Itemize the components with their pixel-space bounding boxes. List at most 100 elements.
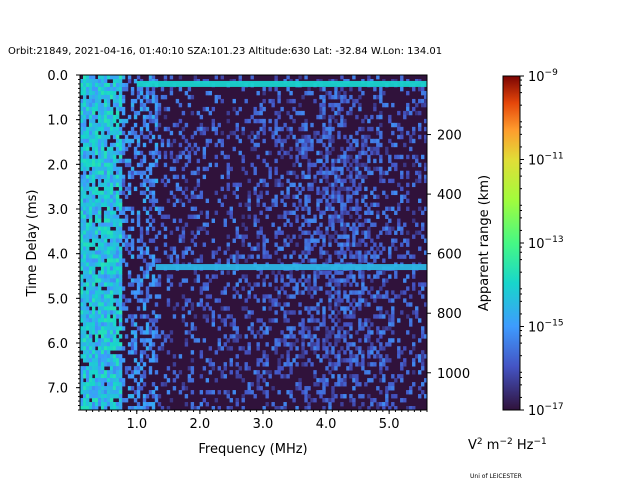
heatmap-cell [259, 210, 263, 215]
heatmap-cell [157, 110, 162, 116]
heatmap-cell [91, 126, 96, 132]
heatmap-cell [100, 202, 105, 208]
heatmap-cell [328, 334, 332, 339]
heatmap-cell [163, 338, 168, 343]
heatmap-cell [193, 314, 198, 319]
heatmap-cell [385, 290, 389, 295]
heatmap-cell [289, 294, 293, 299]
heatmap-cell [85, 234, 90, 239]
heatmap-cell [109, 106, 114, 112]
heatmap-cell [97, 342, 102, 347]
heatmap-cell [118, 278, 123, 283]
heatmap-cell [256, 374, 260, 379]
heatmap-cell [112, 98, 117, 104]
heatmap-cell [325, 170, 329, 176]
heatmap-cell [307, 290, 311, 295]
heatmap-cell [91, 326, 96, 331]
heatmap-cell [127, 250, 132, 255]
heatmap-cell [217, 94, 221, 100]
heatmap-cell [418, 354, 422, 359]
heatmap-cell [88, 158, 93, 164]
heatmap-cell [355, 98, 359, 104]
heatmap-cell [376, 234, 380, 239]
heatmap-cell [283, 282, 287, 287]
heatmap-cell [259, 110, 263, 116]
heatmap-cell [127, 314, 132, 319]
heatmap-cell [322, 238, 326, 243]
y-tick-label: 1.0 [47, 114, 68, 129]
heatmap-cell [103, 238, 108, 243]
heatmap-cell [82, 142, 87, 148]
heatmap-cell [343, 322, 347, 327]
heatmap-cell [148, 366, 153, 371]
heatmap-cell [328, 138, 332, 144]
heatmap-cell [313, 370, 317, 375]
heatmap-cell [103, 278, 108, 283]
heatmap-cell [196, 146, 201, 152]
heatmap-cell [97, 82, 102, 88]
heatmap-cell [316, 226, 320, 231]
heatmap-cell [343, 350, 347, 355]
heatmap-cell [325, 186, 329, 192]
heatmap-cell [226, 338, 230, 343]
heatmap-cell [121, 190, 126, 196]
heatmap-cell [139, 386, 144, 391]
heatmap-cell [301, 270, 305, 275]
heatmap-cell [310, 122, 314, 128]
heatmap-cell [127, 138, 132, 144]
heatmap-cell [80, 286, 84, 291]
heatmap-cell [80, 274, 84, 279]
heatmap-cell [361, 230, 365, 235]
heatmap-cell [145, 166, 150, 172]
heatmap-cell [85, 90, 90, 96]
heatmap-cell [121, 82, 126, 88]
heatmap-cell [292, 162, 296, 168]
heatmap-cell [202, 226, 207, 231]
heatmap-cell [121, 218, 126, 223]
heatmap-cell [181, 314, 186, 319]
heatmap-cell [166, 198, 171, 204]
heatmap-cell [190, 214, 195, 219]
heatmap-cell [82, 94, 87, 100]
heatmap-cell [80, 378, 84, 383]
heatmap-cell [391, 322, 395, 327]
heatmap-cell [388, 246, 392, 251]
heatmap-cell [145, 298, 150, 303]
heatmap-cell [80, 122, 84, 128]
heatmap-cell [256, 182, 260, 188]
heatmap-cell [175, 186, 180, 192]
heatmap-cell [370, 398, 374, 403]
heatmap-cell [319, 134, 323, 140]
heatmap-cell [80, 102, 84, 108]
heatmap-cell [94, 298, 99, 303]
heatmap-cell [88, 318, 93, 323]
heatmap-cell [373, 194, 377, 200]
heatmap-cell [307, 206, 311, 211]
heatmap-cell [334, 238, 338, 243]
heatmap-cell [331, 222, 335, 227]
heatmap-cell [355, 202, 359, 208]
heatmap-cell [277, 114, 281, 120]
heatmap-cell [121, 158, 126, 164]
heatmap-cell [94, 98, 99, 104]
heatmap-cell [97, 278, 102, 283]
heatmap-cell [109, 294, 114, 299]
heatmap-cell [322, 306, 326, 311]
heatmap-cell [80, 230, 84, 235]
heatmap-cell [352, 226, 356, 231]
heatmap-cell [145, 394, 150, 399]
heatmap-cell [145, 86, 150, 92]
heatmap-cell [133, 110, 138, 116]
heatmap-cell [241, 346, 245, 351]
heatmap-cell [337, 378, 341, 383]
heatmap-cell [184, 394, 189, 399]
heatmap-cell [112, 222, 117, 227]
heatmap-cell [202, 126, 207, 132]
heatmap-cell [352, 354, 356, 359]
heatmap-cell [112, 166, 117, 172]
heatmap-cell [148, 118, 153, 124]
heatmap-cell [397, 318, 401, 323]
heatmap-cell [82, 222, 87, 227]
heatmap-cell [139, 182, 144, 188]
heatmap-cell [328, 170, 332, 176]
